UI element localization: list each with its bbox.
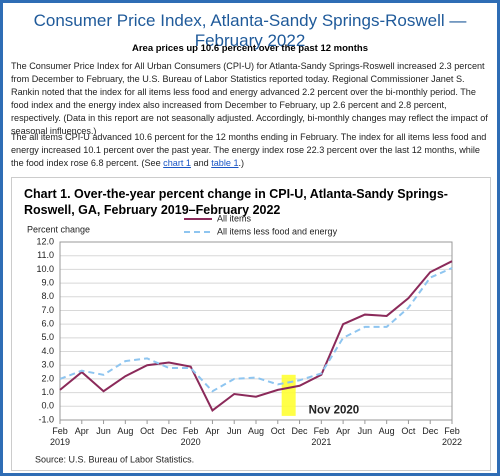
label-line: Dec	[422, 426, 439, 436]
label-line: Apr	[75, 426, 89, 436]
label-line: 2019	[50, 437, 70, 447]
x-tick-label: Aug	[379, 426, 395, 436]
label-line: Oct	[140, 426, 155, 436]
label-line: Feb	[183, 426, 199, 436]
y-tick-label: 7.0	[41, 305, 54, 315]
label-line: Dec	[161, 426, 178, 436]
annotation: Nov 2020	[309, 404, 360, 416]
link[interactable]: chart 1	[163, 158, 191, 168]
y-tick-label: 4.0	[41, 346, 54, 356]
label-line: Oct	[401, 426, 416, 436]
text: .)	[238, 158, 245, 168]
chart-title: Chart 1. Over-the-year percent change in…	[24, 187, 448, 217]
x-tick-label: Jun	[358, 426, 373, 436]
y-tick-label: 8.0	[41, 291, 54, 301]
x-tick-label: Dec	[422, 426, 439, 436]
x-tick-label: Feb 2019	[50, 426, 70, 447]
y-tick-label: 0.0	[41, 401, 54, 411]
subtitle: Area prices up 10.6 percent over the pas…	[131, 43, 368, 54]
label-line: 2021	[311, 437, 331, 447]
label-line: Aug	[117, 426, 133, 436]
y-tick-label: 3.0	[41, 360, 54, 370]
series-line	[59, 260, 453, 412]
label-line: Aug	[248, 426, 264, 436]
label-line: Feb	[444, 426, 460, 436]
label-line: Feb	[314, 426, 330, 436]
y-tick-label: 10.0	[36, 264, 54, 274]
y-tick-label: 1.0	[41, 387, 54, 397]
label-line: Feb	[52, 426, 68, 436]
y-tick-label: 6.0	[41, 319, 54, 329]
highlight	[281, 374, 296, 416]
x-tick-label: Oct	[271, 426, 286, 436]
label-line: 2022	[442, 437, 462, 447]
legend-label: All items less food and energy	[217, 226, 338, 236]
x-tick-label: Dec	[292, 426, 309, 436]
x-tick-label: Dec	[161, 426, 178, 436]
link[interactable]: table 1	[211, 158, 239, 168]
label-line: Apr	[336, 426, 350, 436]
label-line: Apr	[205, 426, 219, 436]
label-line: Jun	[227, 426, 242, 436]
y-tick-label: 11.0	[37, 250, 54, 260]
x-tick-label: Jun	[96, 426, 111, 436]
chart-box	[11, 177, 491, 471]
y-axis-label: Percent change	[27, 224, 90, 234]
label-line: Aug	[379, 426, 395, 436]
source: Source: U.S. Bureau of Labor Statistics.	[35, 454, 194, 464]
label-line: Jun	[358, 426, 373, 436]
label-line: 2020	[181, 437, 201, 447]
chart: Percent change -1.0 0.0 1.0 2.0 3.0 4.0 5.0 6.0 7…	[27, 213, 462, 464]
page-title: Consumer Price Index, Atlanta-Sandy Spri…	[33, 11, 467, 50]
x-tick-label: Aug	[117, 426, 133, 436]
text: and	[190, 158, 212, 168]
plot-frame	[59, 241, 453, 421]
x-tick-label: Apr	[205, 426, 219, 436]
x-tick-label: Feb 2020	[181, 426, 201, 447]
label-line: Oct	[271, 426, 286, 436]
x-tick-label: Feb 2022	[442, 426, 462, 447]
label-line: Jun	[96, 426, 111, 436]
x-tick-label: Apr	[75, 426, 89, 436]
x-tick-label: Oct	[140, 426, 155, 436]
x-tick-label: Oct	[401, 426, 416, 436]
legend-label: All items	[217, 213, 252, 223]
x-tick-label: Apr	[336, 426, 350, 436]
paragraph: The all items CPI-U advanced 10.6 percen…	[11, 131, 491, 170]
y-tick-label: 9.0	[41, 277, 54, 287]
x-tick-label: Aug	[248, 426, 264, 436]
y-tick-label: 2.0	[41, 373, 54, 383]
y-tick-label: 12.0	[36, 236, 54, 246]
text: The all items CPI-U advanced 10.6 percen…	[11, 132, 487, 168]
y-tick-label: 5.0	[41, 332, 54, 342]
series-line	[59, 267, 453, 393]
x-tick-label: Jun	[227, 426, 242, 436]
y-tick-label: -1.0	[38, 414, 54, 424]
paragraph: The Consumer Price Index for All Urban C…	[11, 61, 488, 136]
x-tick-label: Feb 2021	[311, 426, 331, 447]
label-line: Dec	[292, 426, 309, 436]
